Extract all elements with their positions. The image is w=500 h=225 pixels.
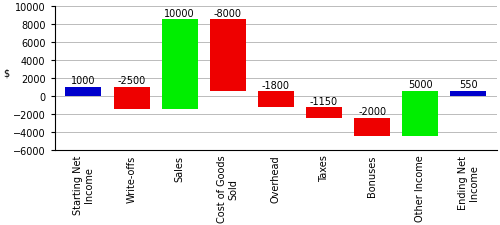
Text: 1000: 1000 xyxy=(71,76,96,86)
Text: -8000: -8000 xyxy=(214,9,242,19)
Bar xyxy=(402,91,438,136)
Bar xyxy=(210,20,246,92)
Bar xyxy=(162,20,198,110)
Bar xyxy=(66,87,102,96)
Text: -2000: -2000 xyxy=(358,107,386,117)
Bar xyxy=(354,118,390,136)
Text: 550: 550 xyxy=(459,80,477,90)
Text: -1150: -1150 xyxy=(310,97,338,107)
Bar xyxy=(450,91,486,96)
Text: 5000: 5000 xyxy=(408,80,432,90)
Bar xyxy=(114,87,150,110)
Text: 10000: 10000 xyxy=(164,9,195,19)
Bar xyxy=(258,92,294,108)
Bar xyxy=(306,108,342,118)
Y-axis label: $: $ xyxy=(3,68,9,78)
Text: -2500: -2500 xyxy=(118,76,146,86)
Text: -1800: -1800 xyxy=(262,81,290,90)
